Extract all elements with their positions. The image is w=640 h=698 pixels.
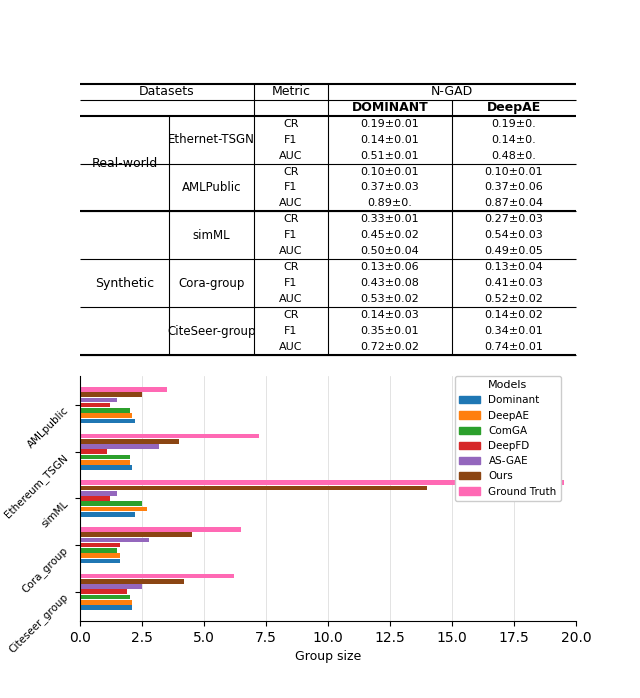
Bar bbox=[80, 579, 184, 584]
Text: 0.10±0.01: 0.10±0.01 bbox=[361, 167, 419, 177]
Text: 0.19±0.01: 0.19±0.01 bbox=[360, 119, 419, 128]
Text: F1: F1 bbox=[284, 230, 298, 240]
Text: Datasets: Datasets bbox=[139, 85, 195, 98]
Text: N-GAD: N-GAD bbox=[431, 85, 473, 98]
Text: CR: CR bbox=[283, 214, 298, 225]
Text: 0.37±0.06: 0.37±0.06 bbox=[484, 182, 543, 193]
Text: 0.49±0.05: 0.49±0.05 bbox=[484, 246, 543, 256]
Bar bbox=[80, 512, 134, 517]
Bar bbox=[80, 450, 108, 454]
Text: DOMINANT: DOMINANT bbox=[351, 101, 428, 114]
Bar bbox=[80, 501, 142, 506]
Bar bbox=[80, 486, 428, 490]
Text: 0.13±0.04: 0.13±0.04 bbox=[484, 262, 543, 272]
Text: Synthetic: Synthetic bbox=[95, 276, 154, 290]
Text: DeepAE: DeepAE bbox=[487, 101, 541, 114]
Bar bbox=[80, 590, 127, 594]
Bar bbox=[80, 554, 120, 558]
Bar bbox=[80, 455, 129, 459]
Bar bbox=[80, 605, 132, 610]
Bar bbox=[80, 439, 179, 443]
Text: 0.41±0.03: 0.41±0.03 bbox=[484, 279, 543, 288]
Text: AMLPublic: AMLPublic bbox=[182, 181, 241, 194]
Text: CR: CR bbox=[283, 119, 298, 128]
Bar bbox=[80, 403, 110, 408]
Bar bbox=[80, 548, 117, 553]
X-axis label: Group size: Group size bbox=[295, 651, 361, 664]
Bar bbox=[80, 532, 191, 537]
Text: F1: F1 bbox=[284, 135, 298, 144]
Text: 0.37±0.03: 0.37±0.03 bbox=[360, 182, 419, 193]
Text: Cora-group: Cora-group bbox=[179, 276, 244, 290]
Text: 0.87±0.04: 0.87±0.04 bbox=[484, 198, 543, 209]
Text: AUC: AUC bbox=[279, 151, 303, 161]
Text: AUC: AUC bbox=[279, 246, 303, 256]
Text: Real-world: Real-world bbox=[92, 157, 158, 170]
Text: 0.51±0.01: 0.51±0.01 bbox=[361, 151, 419, 161]
Bar bbox=[80, 537, 150, 542]
Text: 0.14±0.02: 0.14±0.02 bbox=[484, 310, 543, 320]
Text: CR: CR bbox=[283, 167, 298, 177]
Text: 0.45±0.02: 0.45±0.02 bbox=[360, 230, 419, 240]
Text: 0.10±0.01: 0.10±0.01 bbox=[484, 167, 543, 177]
Text: 0.52±0.02: 0.52±0.02 bbox=[484, 295, 543, 304]
Text: AUC: AUC bbox=[279, 342, 303, 352]
Text: CR: CR bbox=[283, 262, 298, 272]
Bar bbox=[80, 387, 167, 392]
Text: CR: CR bbox=[283, 310, 298, 320]
Bar bbox=[80, 491, 117, 496]
Text: CiteSeer-group: CiteSeer-group bbox=[167, 325, 256, 338]
Text: simML: simML bbox=[193, 229, 230, 242]
Text: AUC: AUC bbox=[279, 198, 303, 209]
Bar bbox=[80, 466, 132, 470]
Text: Ethernet-TSGN: Ethernet-TSGN bbox=[168, 133, 255, 146]
Text: 0.89±0.: 0.89±0. bbox=[367, 198, 412, 209]
Bar bbox=[80, 558, 120, 563]
Text: F1: F1 bbox=[284, 182, 298, 193]
Text: AUC: AUC bbox=[279, 295, 303, 304]
Text: 0.74±0.01: 0.74±0.01 bbox=[484, 342, 543, 352]
Bar bbox=[80, 392, 142, 397]
Text: 0.48±0.: 0.48±0. bbox=[492, 151, 536, 161]
Bar bbox=[80, 507, 147, 512]
Text: 0.53±0.02: 0.53±0.02 bbox=[360, 295, 419, 304]
Text: 0.14±0.: 0.14±0. bbox=[492, 135, 536, 144]
Bar bbox=[80, 433, 259, 438]
Text: 0.19±0.: 0.19±0. bbox=[492, 119, 536, 128]
Text: 0.13±0.06: 0.13±0.06 bbox=[361, 262, 419, 272]
Text: 0.54±0.03: 0.54±0.03 bbox=[484, 230, 543, 240]
Bar bbox=[80, 584, 142, 589]
Legend: Dominant, DeepAE, ComGA, DeepFD, AS-GAE, Ours, Ground Truth: Dominant, DeepAE, ComGA, DeepFD, AS-GAE,… bbox=[455, 376, 561, 501]
Bar bbox=[80, 543, 120, 547]
Text: 0.14±0.01: 0.14±0.01 bbox=[360, 135, 419, 144]
Text: 0.27±0.03: 0.27±0.03 bbox=[484, 214, 543, 225]
Text: 0.43±0.08: 0.43±0.08 bbox=[360, 279, 419, 288]
Text: 0.35±0.01: 0.35±0.01 bbox=[361, 326, 419, 336]
Bar bbox=[80, 419, 134, 424]
Text: F1: F1 bbox=[284, 279, 298, 288]
Bar bbox=[80, 600, 132, 604]
Bar bbox=[80, 496, 110, 501]
Bar bbox=[80, 574, 234, 578]
Bar bbox=[80, 595, 129, 600]
Text: 0.33±0.01: 0.33±0.01 bbox=[361, 214, 419, 225]
Bar bbox=[80, 413, 132, 418]
Text: 0.34±0.01: 0.34±0.01 bbox=[484, 326, 543, 336]
Bar bbox=[80, 460, 129, 465]
Bar bbox=[80, 527, 241, 532]
Text: 0.14±0.03: 0.14±0.03 bbox=[360, 310, 419, 320]
Text: 0.50±0.04: 0.50±0.04 bbox=[360, 246, 419, 256]
Text: Metric: Metric bbox=[271, 85, 310, 98]
Bar bbox=[80, 480, 564, 485]
Text: 0.72±0.02: 0.72±0.02 bbox=[360, 342, 419, 352]
Bar bbox=[80, 397, 117, 402]
Bar bbox=[80, 444, 159, 449]
Bar bbox=[80, 408, 129, 413]
Text: F1: F1 bbox=[284, 326, 298, 336]
